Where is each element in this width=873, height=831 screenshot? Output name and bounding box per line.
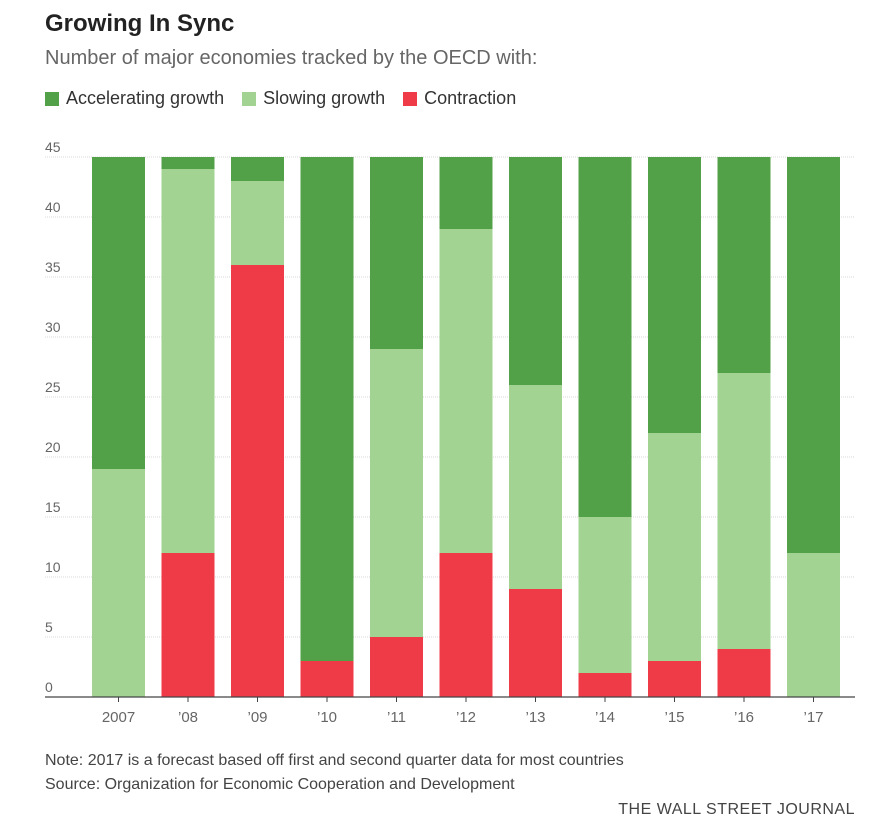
x-tick-label: ’09 [247, 709, 267, 726]
bar-segment-accelerating [92, 157, 145, 469]
bar-segment-accelerating [439, 157, 493, 229]
x-tick-label: ’13 [525, 709, 545, 726]
legend-item-slowing: Slowing growth [242, 88, 385, 109]
legend-item-contraction: Contraction [403, 88, 516, 109]
y-tick-label: 40 [45, 199, 61, 215]
bar-segment-slowing [509, 385, 562, 589]
bar-segment-contraction [578, 673, 632, 697]
bar-segment-slowing [92, 469, 145, 697]
axes: 0 5 10 15 20 25 30 35 40 45 2007 ’08 ’09 ’10 ’11 ’12 ’13… [45, 139, 855, 726]
bar-segment-slowing [231, 181, 284, 265]
bar-segment-accelerating [231, 157, 284, 181]
chart-title: Growing In Sync [45, 10, 235, 37]
bar-segment-contraction [648, 661, 701, 697]
chart-note: Note: 2017 is a forecast based off first… [45, 752, 624, 769]
bar-segment-contraction [370, 637, 423, 697]
legend-label-accelerating: Accelerating growth [66, 88, 225, 108]
y-tick-label: 0 [45, 679, 53, 695]
stacked-bar-chart: 0 5 10 15 20 25 30 35 40 45 2007 ’08 ’09 ’10 ’11 ’12 ’13… [45, 139, 855, 726]
bars [92, 157, 840, 697]
bar-segment-slowing [787, 553, 840, 697]
y-tick-label: 25 [45, 379, 61, 395]
y-tick-label: 35 [45, 259, 61, 275]
bar-segment-contraction [231, 265, 284, 697]
y-tick-label: 20 [45, 439, 61, 455]
x-tick-label: ’12 [456, 709, 476, 726]
bar-segment-slowing [439, 229, 493, 553]
legend-swatch-slowing [242, 91, 257, 106]
bar-segment-accelerating [370, 157, 423, 349]
legend-item-accelerating: Accelerating growth [45, 88, 224, 109]
bar-segment-contraction [161, 553, 215, 697]
y-tick-label: 5 [45, 619, 53, 635]
bar-segment-slowing [578, 517, 632, 673]
y-tick-label: 45 [45, 139, 61, 155]
x-tick-label: ’17 [803, 709, 823, 726]
legend-swatch-accelerating [45, 91, 59, 106]
bar-segment-contraction [439, 553, 493, 697]
x-tick-label: ’16 [734, 709, 754, 726]
legend: Accelerating growth Slowing growth Contr… [45, 88, 534, 109]
x-tick-label: ’10 [317, 709, 337, 726]
bar-segment-accelerating [717, 157, 771, 373]
legend-swatch-contraction [403, 91, 418, 106]
bar-segment-accelerating [578, 157, 632, 517]
chart-subtitle: Number of major economies tracked by the… [45, 47, 538, 69]
y-tick-label: 30 [45, 319, 61, 335]
bar-segment-slowing [717, 373, 771, 649]
bar-segment-slowing [648, 433, 701, 661]
bar-segment-accelerating [787, 157, 840, 553]
legend-label-slowing: Slowing growth [263, 88, 386, 108]
bar-segment-accelerating [509, 157, 562, 385]
x-tick-label: ’11 [387, 709, 406, 726]
x-tick-label: ’15 [664, 709, 684, 726]
publisher-credit: THE WALL STREET JOURNAL [618, 801, 855, 818]
bar-segment-contraction [509, 589, 562, 697]
legend-label-contraction: Contraction [424, 88, 517, 108]
bar-segment-contraction [717, 649, 771, 697]
bar-segment-contraction [300, 661, 354, 697]
bar-segment-slowing [370, 349, 423, 637]
x-tick-label: ’08 [178, 709, 198, 726]
x-tick-label: 2007 [102, 709, 135, 726]
y-tick-label: 15 [45, 499, 61, 515]
bar-segment-accelerating [300, 157, 354, 661]
chart-source: Source: Organization for Economic Cooper… [45, 776, 515, 793]
bar-segment-slowing [161, 169, 215, 553]
x-tick-label: ’14 [595, 709, 615, 726]
bar-segment-accelerating [648, 157, 701, 433]
bar-segment-accelerating [161, 157, 215, 169]
y-tick-label: 10 [45, 559, 61, 575]
